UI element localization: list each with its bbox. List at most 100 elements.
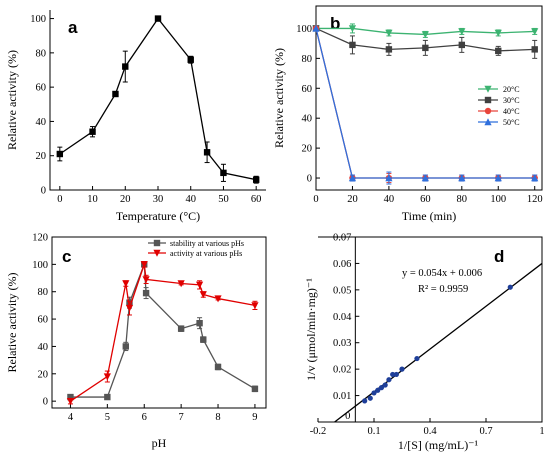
data-point bbox=[385, 174, 393, 182]
data-point bbox=[142, 276, 150, 284]
data-point bbox=[177, 325, 185, 332]
data-point bbox=[348, 174, 357, 182]
data-point bbox=[367, 395, 373, 401]
legend-marker bbox=[484, 85, 492, 93]
data-point bbox=[422, 44, 429, 52]
x-tick-label: 60 bbox=[251, 194, 262, 205]
legend-label: 50°C bbox=[503, 118, 520, 127]
data-point bbox=[385, 29, 393, 37]
data-point bbox=[220, 169, 227, 177]
data-point bbox=[390, 371, 396, 378]
data-point bbox=[414, 355, 420, 362]
data-point bbox=[393, 371, 399, 378]
x-tick-label: 40 bbox=[185, 194, 196, 205]
data-point bbox=[196, 319, 203, 327]
data-point bbox=[458, 28, 466, 36]
data-point bbox=[371, 390, 377, 396]
data-point bbox=[203, 149, 211, 156]
y-axis-label: Relative activity (%) bbox=[272, 48, 286, 148]
y-tick-label: 80 bbox=[38, 287, 49, 298]
x-tick-label: 0.7 bbox=[479, 426, 492, 437]
y-tick-label: 0.06 bbox=[333, 259, 351, 270]
y-tick-label: 100 bbox=[32, 260, 48, 271]
data-point bbox=[154, 15, 162, 22]
data-point bbox=[122, 343, 129, 350]
y-tick-label: 60 bbox=[302, 84, 313, 95]
y-tick-label: 60 bbox=[38, 315, 49, 326]
legend-item: 50°C bbox=[478, 118, 520, 127]
data-point bbox=[122, 280, 130, 288]
x-tick-label: 0.4 bbox=[423, 426, 437, 437]
data-point bbox=[251, 385, 259, 393]
x-tick-label: 10 bbox=[87, 194, 98, 205]
legend: 20°C 30°C 40°C 50°C bbox=[478, 85, 520, 127]
y-tick-label: 20 bbox=[302, 144, 313, 155]
y-tick-label: 0.05 bbox=[333, 285, 351, 296]
panel-c: 4 5 6 7 8 9 0 20 40 60 80 100 120 pH Relative activity… bbox=[5, 233, 267, 450]
x-axis-label: Time (min) bbox=[402, 209, 457, 223]
data-point bbox=[531, 28, 539, 36]
data-point bbox=[56, 150, 64, 158]
x-tick-label: -0.2 bbox=[310, 426, 327, 437]
series-points bbox=[362, 284, 513, 404]
data-point bbox=[112, 90, 119, 98]
y-axis-label: 1/v (μmol/min·mg)⁻¹ bbox=[304, 278, 318, 381]
x-tick-label: 0 bbox=[57, 194, 62, 205]
y-tick-label: 60 bbox=[36, 83, 47, 94]
data-point bbox=[140, 261, 148, 269]
data-point bbox=[531, 174, 539, 182]
y-tick-label: 0.07 bbox=[333, 233, 351, 244]
data-point bbox=[252, 176, 260, 183]
y-tick-label: 0 bbox=[307, 174, 312, 185]
y-tick-label: 40 bbox=[38, 342, 49, 353]
x-tick-label: 120 bbox=[527, 194, 543, 205]
y-tick-label: 20 bbox=[36, 151, 47, 162]
legend-marker bbox=[484, 96, 492, 104]
data-point bbox=[349, 41, 356, 49]
x-tick-label: 8 bbox=[215, 412, 220, 423]
panel-label: b bbox=[330, 14, 340, 33]
series-line bbox=[59, 17, 257, 181]
x-tick-label: 1 bbox=[539, 426, 544, 437]
y-tick-label: 40 bbox=[36, 117, 47, 128]
x-axis-label: Temperature (°C) bbox=[116, 209, 200, 223]
panel-a: 0 10 20 30 40 50 60 0 20 40 60 80 100 Temperature (°C… bbox=[5, 10, 266, 223]
origin-label: 0 bbox=[345, 411, 350, 422]
fit-line bbox=[334, 262, 543, 423]
legend-marker bbox=[484, 107, 492, 115]
data-point bbox=[125, 304, 134, 312]
x-tick-label: 50 bbox=[218, 194, 229, 205]
series-line bbox=[70, 264, 256, 402]
data-point bbox=[200, 336, 207, 343]
series-20-c bbox=[312, 23, 539, 39]
x-tick-label: 30 bbox=[153, 194, 164, 205]
data-point bbox=[458, 41, 466, 49]
legend-label: 20°C bbox=[503, 85, 520, 94]
legend-item: stability at various pHs bbox=[148, 239, 244, 248]
y-tick-label: 0.03 bbox=[333, 338, 351, 349]
data-point bbox=[142, 289, 150, 297]
series-50-c bbox=[312, 24, 539, 185]
x-tick-label: 20 bbox=[347, 194, 358, 205]
legend-label: 30°C bbox=[503, 96, 520, 105]
data-point bbox=[67, 393, 74, 401]
legend-label: 40°C bbox=[503, 107, 520, 116]
data-point bbox=[348, 25, 357, 33]
y-tick-label: 100 bbox=[296, 24, 312, 35]
data-point bbox=[421, 174, 429, 182]
data-point bbox=[312, 24, 320, 32]
data-point bbox=[375, 387, 381, 393]
y-tick-label: 0.04 bbox=[333, 312, 352, 323]
data-point bbox=[187, 56, 194, 63]
series-line bbox=[70, 264, 256, 398]
axes-frame bbox=[49, 10, 266, 191]
data-point bbox=[386, 377, 392, 383]
r-squared: R² = 0.9959 bbox=[418, 284, 468, 295]
x-tick-label: 40 bbox=[384, 194, 395, 205]
axes-frame bbox=[318, 236, 543, 423]
series-0 bbox=[56, 15, 260, 184]
x-tick-label: 6 bbox=[142, 412, 147, 423]
y-tick-label: 80 bbox=[36, 48, 47, 59]
